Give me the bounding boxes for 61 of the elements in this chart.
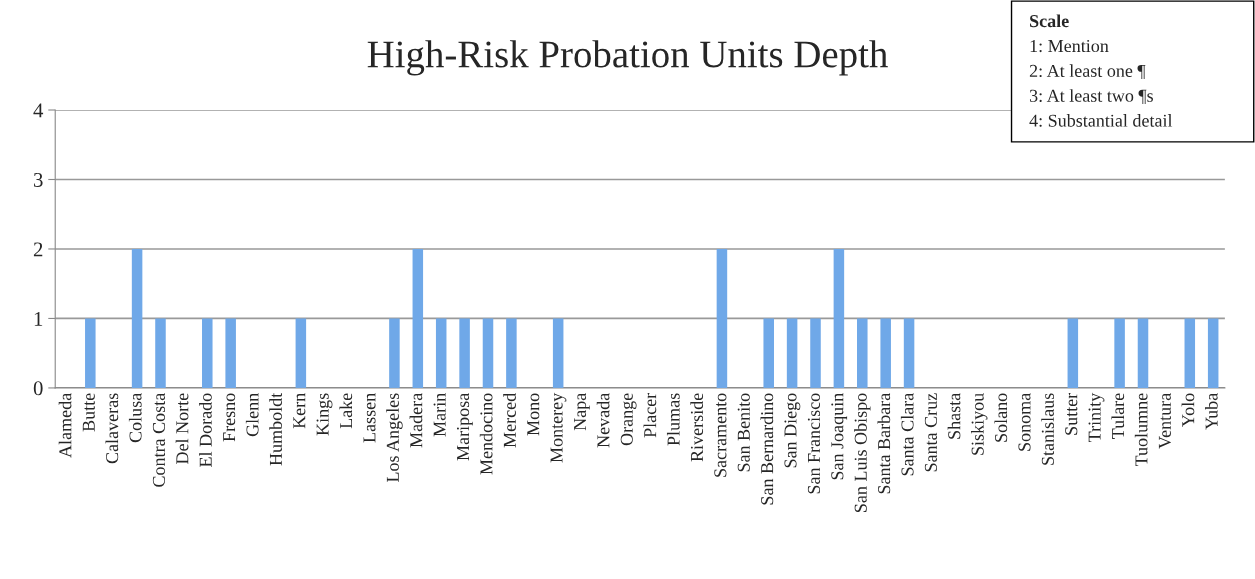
- x-tick-label: Alameda: [58, 393, 72, 458]
- x-tick-label: Mendocino: [479, 393, 493, 475]
- text: 3: At least two ¶s: [1029, 89, 1153, 104]
- y-tick-label: 2: [33, 242, 43, 257]
- x-tick-label: Marin: [433, 393, 446, 437]
- text: Scale: [1030, 14, 1069, 28]
- y-tick-label: 3: [33, 172, 43, 187]
- x-tick-label: Lassen: [363, 393, 376, 443]
- x-tick-label: Orange: [620, 393, 637, 446]
- x-tick-label: Sonoma: [1018, 393, 1031, 451]
- x-tick-label: Mariposa: [456, 393, 473, 461]
- x-tick-label: Tuolumne: [1134, 393, 1148, 467]
- x-tick-label: Ventura: [1158, 393, 1172, 449]
- x-tick-label: Siskiyou: [971, 393, 988, 455]
- x-tick-label: Mono: [527, 393, 540, 436]
- x-tick-label: Yuba: [1205, 393, 1218, 430]
- annotation: 4: Substantial detail: [1029, 114, 1173, 127]
- x-tick-label: Shasta: [947, 393, 961, 439]
- x-tick-label: Lake: [339, 393, 353, 429]
- x-tick-label: Contra Costa: [152, 393, 166, 487]
- x-tick-label: Glenn: [245, 393, 259, 437]
- x-tick-label: San Francisco: [807, 393, 821, 494]
- x-tick-label: Sutter: [1065, 392, 1078, 435]
- x-tick-label: Placer: [643, 392, 657, 438]
- y-tick-label: 0: [33, 381, 43, 396]
- x-tick-label: Solano: [994, 393, 1008, 442]
- x-tick-label: Trinity: [1088, 392, 1105, 442]
- x-tick-label: Merced: [503, 393, 516, 448]
- x-tick-label: Butte: [82, 393, 95, 432]
- x-tick-label: San Luis Obispo: [854, 393, 871, 512]
- x-tick-label: Santa Cruz: [924, 393, 937, 472]
- x-tick-label: Napa: [574, 393, 590, 431]
- x-tick-label: Santa Clara: [900, 393, 914, 476]
- x-tick-label: Plumas: [666, 393, 680, 446]
- x-tick-label: Fresno: [223, 393, 236, 442]
- y-tick-label: 4: [33, 103, 44, 118]
- x-tick-label: Sacramento: [714, 393, 727, 477]
- x-tick-label: Los Angeles: [386, 393, 403, 483]
- x-tick-label: Santa Barbara: [877, 393, 891, 494]
- x-tick-label: Stanislaus: [1041, 393, 1054, 465]
- x-tick-label: Madera: [409, 393, 423, 448]
- x-tick-label: Yolo: [1181, 393, 1195, 427]
- x-tick-label: Monterey: [550, 392, 567, 463]
- text: 2: At least one ¶: [1029, 64, 1146, 80]
- text: 1: Mention: [1030, 39, 1109, 53]
- x-tick-label: San Diego: [784, 393, 801, 468]
- x-tick-label: Kern: [293, 393, 306, 429]
- x-tick-label: Kings: [316, 393, 333, 436]
- x-tick-label: San Bernardino: [760, 393, 774, 505]
- x-tick-label: Colusa: [128, 393, 142, 443]
- y-tick-label: 1: [34, 311, 43, 326]
- x-tick-label: El Dorado: [199, 393, 212, 467]
- x-tick-label: Nevada: [596, 393, 610, 448]
- x-tick-label: San Joaquin: [831, 393, 848, 480]
- chart-title: High-Risk Probation Units Depth: [367, 40, 888, 76]
- x-tick-label: Del Norte: [175, 393, 189, 464]
- x-tick-label: Tulare: [1111, 393, 1125, 439]
- x-tick-label: Riverside: [690, 393, 704, 462]
- x-tick-label: Calaveras: [105, 393, 119, 464]
- x-tick-label: Humboldt: [269, 392, 282, 466]
- x-tick-label: San Benito: [737, 393, 750, 472]
